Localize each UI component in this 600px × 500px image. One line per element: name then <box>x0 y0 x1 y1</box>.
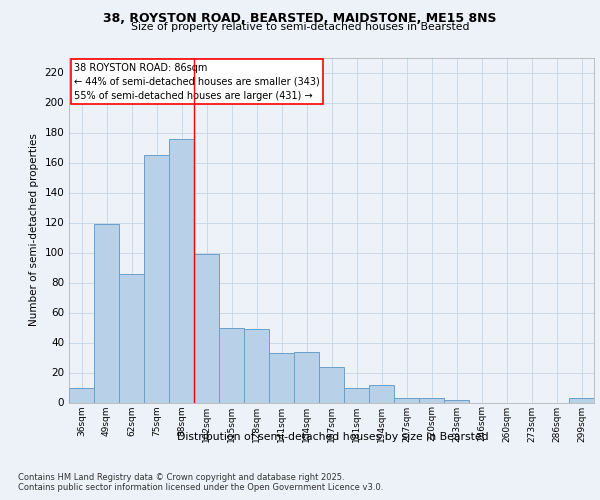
Bar <box>295 352 319 403</box>
Bar <box>194 254 218 402</box>
Text: 38 ROYSTON ROAD: 86sqm
← 44% of semi-detached houses are smaller (343)
55% of se: 38 ROYSTON ROAD: 86sqm ← 44% of semi-det… <box>74 62 320 100</box>
Text: Contains public sector information licensed under the Open Government Licence v3: Contains public sector information licen… <box>18 484 383 492</box>
Bar <box>119 274 143 402</box>
Bar <box>344 388 368 402</box>
Bar <box>169 138 194 402</box>
Bar <box>445 400 469 402</box>
Text: Distribution of semi-detached houses by size in Bearsted: Distribution of semi-detached houses by … <box>177 432 489 442</box>
Bar <box>94 224 119 402</box>
Bar <box>70 388 94 402</box>
Text: Contains HM Land Registry data © Crown copyright and database right 2025.: Contains HM Land Registry data © Crown c… <box>18 472 344 482</box>
Bar <box>145 155 169 402</box>
Bar <box>370 384 394 402</box>
Bar <box>569 398 593 402</box>
Text: 38, ROYSTON ROAD, BEARSTED, MAIDSTONE, ME15 8NS: 38, ROYSTON ROAD, BEARSTED, MAIDSTONE, M… <box>103 12 497 26</box>
Bar <box>319 366 344 402</box>
Bar <box>394 398 419 402</box>
Y-axis label: Number of semi-detached properties: Number of semi-detached properties <box>29 134 39 326</box>
Bar <box>244 329 269 402</box>
Text: Size of property relative to semi-detached houses in Bearsted: Size of property relative to semi-detach… <box>131 22 469 32</box>
Bar <box>269 353 293 403</box>
Bar <box>419 398 443 402</box>
Bar <box>220 328 244 402</box>
